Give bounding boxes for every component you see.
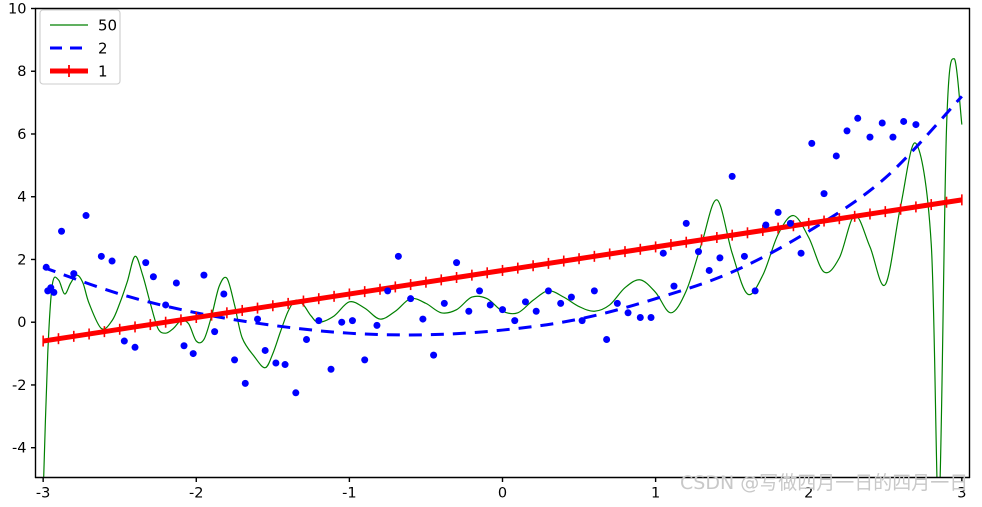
ytick-label: 2: [17, 252, 26, 268]
xtick-label: 3: [957, 486, 966, 502]
xtick-label: 2: [804, 486, 813, 502]
line-series-50: [43, 58, 963, 478]
ytick-label: 8: [17, 64, 26, 80]
xtick-label: 0: [498, 486, 507, 502]
ytick-label: -2: [12, 378, 26, 394]
scatter-series-samples: [42, 114, 920, 397]
legend-label-1: 1: [98, 63, 108, 81]
markers-series-1: [42, 194, 963, 347]
xtick-label: -3: [36, 486, 50, 502]
axes-layer: [34, 7, 971, 479]
data-layer: [42, 58, 963, 478]
ytick-label: 0: [17, 315, 26, 331]
legend[interactable]: 50 2 1: [39, 9, 121, 85]
xtick-label: -1: [342, 486, 356, 502]
xtick-label: -2: [189, 486, 203, 502]
watermark-label: CSDN @写做四月一日的四月一日: [680, 472, 968, 494]
ytick-label: 10: [8, 2, 26, 18]
ytick-label: -4: [12, 441, 26, 457]
legend-label-50: 50: [98, 17, 117, 35]
legend-label-2: 2: [98, 40, 108, 58]
ytick-label: 4: [17, 190, 26, 206]
ytick-label: 6: [17, 127, 26, 143]
ticks-layer: -3 -2 -1 0 1 2 3 -4 -2 0 2 4 6 8 10: [8, 2, 966, 502]
xtick-label: 1: [651, 486, 660, 502]
